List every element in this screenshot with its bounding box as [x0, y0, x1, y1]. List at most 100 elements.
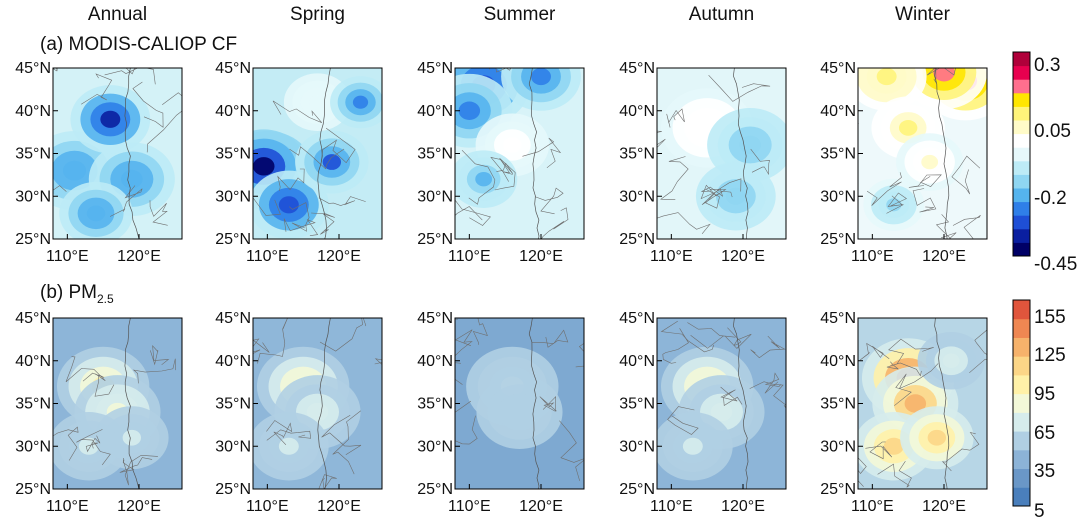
province-boundary — [289, 146, 345, 170]
province-boundary — [687, 322, 736, 349]
colorbars-layer: 0.3 0.05 -0.2 -0.45 155 125 95 65 35 5 — [1012, 51, 1077, 522]
province-boundary — [104, 68, 139, 76]
x-tick-label: 120°E — [117, 248, 161, 265]
y-tick-label: 45°N — [619, 60, 655, 77]
province-boundary — [701, 186, 733, 198]
province-boundary — [150, 345, 170, 366]
province-boundary — [53, 426, 79, 461]
y-tick-label: 30°N — [15, 438, 51, 455]
y-tick-label: 40°N — [215, 353, 251, 370]
province-boundary — [257, 318, 288, 364]
x-tick-label: 110°E — [46, 248, 89, 265]
province-boundary — [490, 156, 514, 175]
x-tick-label: 110°E — [448, 498, 491, 515]
province-boundary — [289, 202, 310, 232]
province-boundary — [455, 199, 491, 226]
province-boundary — [266, 429, 312, 441]
coastline — [934, 318, 950, 489]
province-boundary — [749, 381, 786, 408]
coastline — [528, 68, 540, 239]
colorbar-tick-label: 65 — [1034, 423, 1055, 444]
contour-band — [898, 119, 918, 136]
y-tick-label: 40°N — [215, 103, 251, 120]
province-boundary — [253, 197, 281, 216]
y-tick-label: 25°N — [417, 481, 453, 498]
province-boundary — [941, 432, 980, 472]
contour-band — [86, 205, 106, 222]
row-title-main: (b) PM — [40, 282, 97, 303]
y-tick-label: 45°N — [619, 310, 655, 327]
y-tick-label: 35°N — [15, 396, 51, 413]
colorbar-swatch — [1013, 431, 1030, 451]
contour-band — [503, 137, 522, 153]
province-boundary — [82, 372, 115, 397]
colorbar-swatch — [1013, 300, 1030, 320]
y-tick-label: 25°N — [619, 231, 655, 248]
province-boundary — [455, 329, 473, 364]
province-boundary — [109, 185, 143, 217]
colorbar-frame — [1012, 51, 1031, 257]
province-boundary — [144, 68, 156, 85]
contour-band — [725, 187, 746, 205]
coastline — [934, 68, 950, 239]
province-boundary — [657, 212, 711, 234]
contour-band — [883, 437, 904, 455]
y-tick-label: 45°N — [417, 60, 453, 77]
colorbar-swatch — [1013, 356, 1030, 376]
province-boundary — [318, 196, 366, 206]
colorbar-0: 0.3 0.05 -0.2 -0.45 — [1012, 51, 1077, 275]
province-boundary — [894, 363, 939, 406]
colorbar-swatch — [1013, 65, 1030, 80]
y-tick-label: 30°N — [215, 188, 251, 205]
season-title-summer: Summer — [484, 4, 556, 25]
province-boundary — [119, 457, 153, 473]
x-tick-label: 110°E — [851, 248, 894, 265]
coastline — [528, 318, 540, 489]
y-tick-label: 35°N — [619, 396, 655, 413]
province-boundary — [283, 218, 319, 236]
coastline — [733, 68, 749, 239]
y-tick-label: 45°N — [820, 60, 856, 77]
province-boundary — [76, 429, 111, 466]
province-boundary — [277, 168, 305, 191]
y-tick-label: 45°N — [15, 60, 51, 77]
y-tick-label: 45°N — [417, 310, 453, 327]
contour-band — [710, 402, 733, 422]
row-title-1: (b) PM2.5 — [40, 282, 114, 306]
province-boundary — [522, 137, 562, 169]
coastline — [124, 68, 140, 239]
season-title-annual: Annual — [88, 4, 147, 25]
province-boundary — [534, 187, 564, 215]
y-tick-label: 45°N — [820, 310, 856, 327]
province-boundary — [332, 410, 361, 475]
x-tick-label: 120°E — [922, 248, 966, 265]
y-tick-label: 25°N — [215, 231, 251, 248]
y-tick-label: 40°N — [619, 103, 655, 120]
province-boundary — [494, 157, 516, 191]
y-tick-label: 45°N — [15, 310, 51, 327]
colorbar-swatch — [1013, 449, 1030, 470]
province-boundary — [65, 356, 106, 383]
province-boundary — [321, 415, 362, 456]
y-tick-label: 40°N — [820, 353, 856, 370]
province-boundary — [951, 155, 981, 195]
colorbar-swatch — [1013, 242, 1030, 257]
province-boundary — [888, 338, 934, 365]
colorbar-swatch — [1013, 374, 1030, 395]
y-tick-label: 30°N — [417, 188, 453, 205]
y-tick-label: 40°N — [15, 353, 51, 370]
province-boundary — [952, 215, 981, 239]
province-boundary — [455, 206, 483, 221]
y-tick-label: 35°N — [820, 146, 856, 163]
row-title-main: (a) MODIS-CALIOP CF — [40, 34, 237, 55]
y-tick-label: 30°N — [417, 438, 453, 455]
y-tick-label: 25°N — [15, 481, 51, 498]
row-title-0: (a) MODIS-CALIOP CF — [40, 34, 237, 55]
province-boundary — [272, 100, 323, 123]
